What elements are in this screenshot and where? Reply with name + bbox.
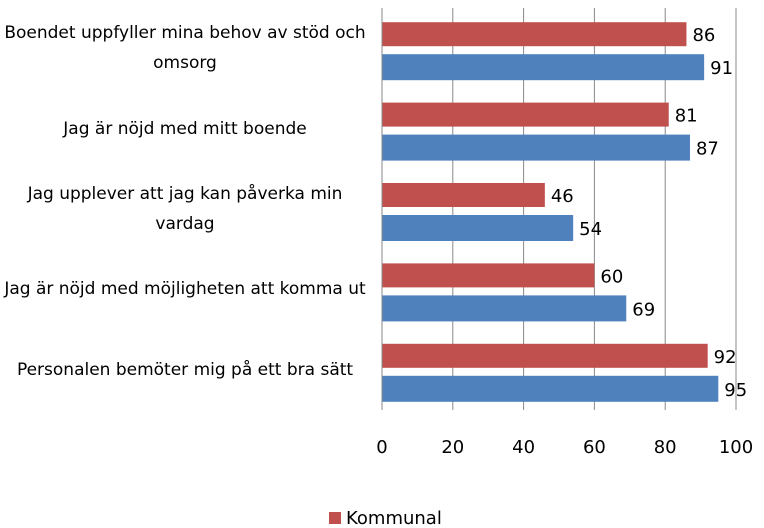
data-label: 86: [692, 25, 715, 46]
data-label: 69: [632, 299, 655, 320]
bar: [382, 215, 574, 241]
bar: [382, 263, 595, 288]
data-label: 54: [579, 219, 602, 240]
bar: [382, 54, 705, 81]
data-label: 60: [600, 266, 623, 287]
bar: [382, 183, 545, 207]
x-tick-label: 60: [583, 437, 606, 458]
data-label: 46: [551, 186, 574, 207]
data-label: 87: [696, 139, 719, 160]
legend-swatch: [329, 512, 341, 524]
bar: [382, 375, 719, 402]
bar: [382, 343, 708, 368]
legend-label: Kommunal: [346, 508, 442, 528]
category-label: Personalen bemöter mig på ett bra sätt: [16, 359, 354, 380]
bar: [382, 134, 690, 161]
data-label: 81: [675, 106, 698, 127]
category-label: Jag är nöjd med möjligheten att komma ut: [4, 279, 366, 300]
bar: [382, 295, 627, 322]
category-label: Boendet uppfyller mina behov av stöd och…: [4, 23, 366, 74]
bar: [382, 22, 687, 47]
data-label: 92: [714, 347, 737, 368]
x-tick-label: 80: [654, 437, 677, 458]
bar: [382, 102, 669, 127]
x-tick-label: 100: [719, 437, 753, 458]
data-label: 95: [724, 380, 747, 401]
category-label: Jag upplever att jag kan påverka min var…: [27, 184, 343, 234]
data-label: 91: [710, 58, 733, 79]
x-tick-label: 40: [512, 437, 535, 458]
x-tick-label: 0: [376, 437, 387, 458]
category-label: Jag är nöjd med mitt boende: [63, 118, 307, 139]
x-tick-label: 20: [441, 437, 464, 458]
